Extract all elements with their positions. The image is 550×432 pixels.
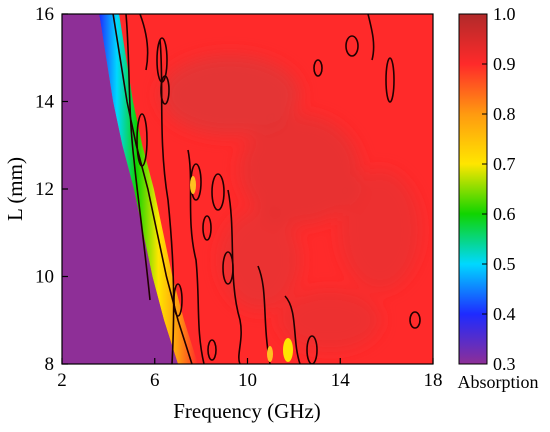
colorbar-tick-label: 0.8 xyxy=(493,104,516,124)
contour-island xyxy=(345,35,359,57)
hotspot xyxy=(283,338,293,362)
y-tick-label: 8 xyxy=(45,354,55,375)
contour-lines xyxy=(125,14,421,364)
contour-island xyxy=(306,335,318,364)
contour-island xyxy=(207,339,217,361)
y-tick-label: 16 xyxy=(35,4,54,25)
contour-island xyxy=(409,311,421,329)
contour-island xyxy=(211,173,225,211)
y-axis-title: L (mm) xyxy=(3,157,27,221)
contour-island xyxy=(222,251,234,285)
x-tick-label: 14 xyxy=(331,370,351,391)
contour-island xyxy=(385,57,395,103)
hotspot xyxy=(190,176,196,194)
contour-island xyxy=(160,75,170,105)
colorbar-gradient xyxy=(458,13,488,365)
contour-line xyxy=(125,14,151,301)
contour-line xyxy=(367,14,375,61)
y-tick-label: 14 xyxy=(35,92,55,113)
colorbar-tick-label: 0.6 xyxy=(493,204,516,224)
colorbar-title: Absorption xyxy=(458,372,539,392)
x-tick-label: 6 xyxy=(150,370,160,391)
x-tick-label: 2 xyxy=(57,370,67,391)
colorbar-tick-label: 1.0 xyxy=(493,4,516,24)
contour-island xyxy=(136,113,148,167)
plot-area xyxy=(62,14,433,364)
x-tick-label: 18 xyxy=(424,370,443,391)
hotspot xyxy=(267,346,273,362)
y-tick-label: 10 xyxy=(35,267,54,288)
x-axis-title: Frequency (GHz) xyxy=(173,399,321,423)
colorbar-tick-label: 0.3 xyxy=(493,354,516,374)
colorbar-ticks: 0.3 0.4 0.5 0.6 0.7 0.8 0.9 1.0 xyxy=(482,4,516,374)
colorbar-tick-label: 0.7 xyxy=(493,154,516,174)
yellow-hotspots xyxy=(190,176,293,362)
contour-line xyxy=(227,189,242,364)
x-axis: 2 6 10 14 18 xyxy=(57,358,443,391)
x-tick-label: 10 xyxy=(238,370,257,391)
contour-island xyxy=(202,215,212,241)
contour-line xyxy=(284,295,301,364)
colorbar-tick-label: 0.9 xyxy=(493,54,516,74)
colorbar-tick-label: 0.5 xyxy=(493,254,516,274)
absorption-low-region xyxy=(62,14,178,364)
y-axis: 8 10 12 14 16 xyxy=(35,4,68,375)
colorbar: 0.3 0.4 0.5 0.6 0.7 0.8 0.9 1.0 Absorption xyxy=(458,4,539,392)
colorbar-tick-label: 0.4 xyxy=(493,304,516,324)
y-tick-label: 12 xyxy=(35,179,54,200)
dark-absorption-patches xyxy=(160,55,420,350)
contour-island xyxy=(173,283,183,317)
contour-island xyxy=(313,59,323,77)
contour-line xyxy=(139,14,149,71)
